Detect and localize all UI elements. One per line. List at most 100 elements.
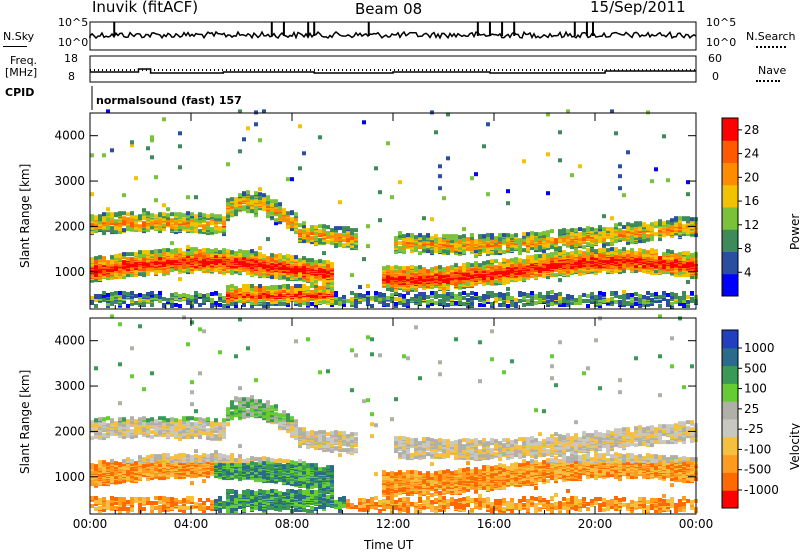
power-cell [90, 214, 94, 219]
power-cell [374, 166, 378, 171]
power-cell [134, 294, 138, 298]
power-cell [214, 254, 218, 259]
power-cell [90, 296, 94, 300]
power-cell [234, 301, 238, 305]
power-cell [194, 299, 198, 303]
power-cell [482, 144, 486, 149]
power-cell [234, 294, 238, 298]
power-cell [486, 250, 490, 255]
power-cell [294, 212, 298, 217]
power-cell [602, 254, 606, 259]
power-cell [670, 302, 674, 306]
power-cell [194, 291, 198, 295]
power-cell [402, 250, 406, 255]
power-cell [366, 299, 370, 303]
power-cell [470, 243, 474, 248]
power-cell [594, 235, 598, 240]
power-cell [634, 292, 638, 296]
power-cell [206, 293, 210, 297]
power-cell [526, 237, 530, 242]
power-cell [618, 164, 622, 169]
power-cell [170, 267, 174, 272]
power-cell [110, 219, 114, 224]
power-cell [690, 291, 694, 295]
power-cell [502, 293, 506, 297]
power-cell [354, 233, 358, 238]
power-cell [402, 299, 406, 303]
power-cell [466, 293, 470, 297]
power-cell [222, 296, 226, 300]
velocity-cell [90, 428, 94, 433]
power-cell [538, 232, 542, 237]
power-cell [154, 249, 158, 254]
power-cell [178, 294, 182, 298]
power-cell [338, 200, 342, 205]
power-cell [170, 241, 174, 246]
power-cell [594, 228, 598, 233]
power-cell [602, 299, 606, 303]
power-cell [386, 287, 390, 291]
power-cell [130, 257, 134, 262]
power-cell [326, 225, 330, 230]
power-cell [402, 272, 406, 277]
power-cell [574, 242, 578, 247]
power-cell [90, 300, 94, 304]
power-cell [414, 245, 418, 250]
power-cell [394, 236, 398, 241]
power-cell [490, 233, 494, 238]
power-cell [414, 273, 418, 278]
power-cell [182, 264, 186, 269]
power-cell [122, 300, 126, 304]
power-cell [582, 251, 586, 256]
power-cell [558, 158, 562, 163]
power-cell [298, 290, 302, 294]
power-cell [282, 255, 286, 260]
power-cell [638, 304, 642, 308]
power-cell [306, 238, 310, 243]
power-cell [302, 233, 306, 238]
power-cell [206, 214, 210, 219]
power-cell [306, 228, 310, 233]
power-cell [290, 210, 294, 215]
power-cell [578, 232, 582, 237]
power-cell [550, 245, 554, 250]
power-cell [522, 159, 526, 164]
power-cell [206, 221, 210, 226]
power-cell [542, 231, 546, 236]
power-cell [346, 241, 350, 246]
power-cell [418, 301, 422, 305]
power-cell [526, 299, 530, 303]
power-cell [378, 218, 382, 223]
power-cell [150, 155, 154, 160]
power-cell [418, 292, 422, 296]
power-cell [418, 241, 422, 246]
power-cell [242, 250, 246, 255]
power-cell [238, 197, 242, 202]
power-cell [338, 302, 342, 306]
power-cell [386, 265, 390, 270]
power-cell [110, 148, 114, 153]
power-cell [162, 297, 166, 301]
power-cell [598, 291, 602, 295]
power-cell [534, 254, 538, 259]
power-cell [442, 267, 446, 272]
power-cell [490, 276, 494, 281]
power-cell [266, 214, 270, 219]
power-cell [610, 250, 614, 255]
velocity-cell [94, 366, 98, 371]
power-cell [498, 297, 502, 301]
power-cell [386, 141, 390, 146]
power-cell [646, 224, 650, 229]
power-cell [406, 275, 410, 280]
power-cell [418, 233, 422, 238]
power-cell [154, 294, 158, 298]
power-cell [418, 245, 422, 250]
power-cell [134, 252, 138, 257]
power-cell [350, 297, 354, 301]
power-cell [630, 267, 634, 272]
power-cell [574, 250, 578, 255]
power-cell [586, 254, 590, 259]
power-cell [686, 300, 690, 304]
power-cell [546, 233, 550, 238]
power-cell [406, 272, 410, 277]
